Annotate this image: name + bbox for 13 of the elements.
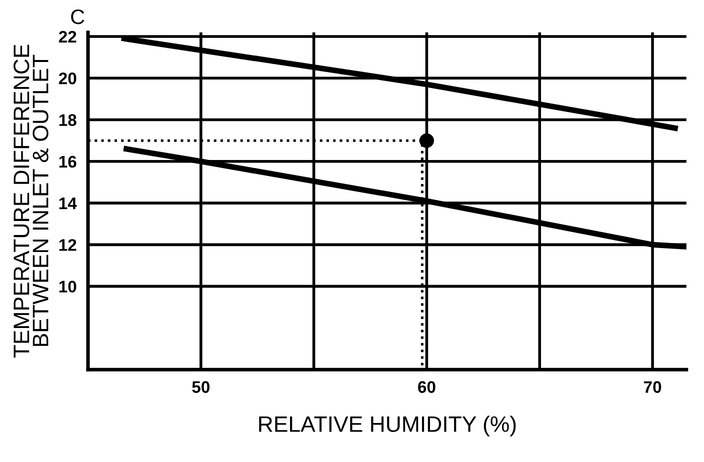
y-tick-label: 20 [58,72,76,84]
x-tick-label: 50 [192,381,210,393]
y-tick-label: 16 [59,156,76,168]
x-axis-title: RELATIVE HUMIDITY (%) [259,416,516,436]
y-axis-title: TEMPERATURE DIFFERENCE BETWEEN INLET & OUTLET [14,44,48,358]
y-tick-label: 22 [58,30,76,43]
y-tick-label: 10 [59,280,76,293]
y-tick-label: 12 [59,239,76,251]
x-tick-label: 70 [644,381,662,393]
y-tick-label: 18 [59,114,76,126]
y-tick-label: 14 [59,198,77,210]
chart-title: C [71,9,84,24]
x-tick-label: 60 [418,381,436,393]
